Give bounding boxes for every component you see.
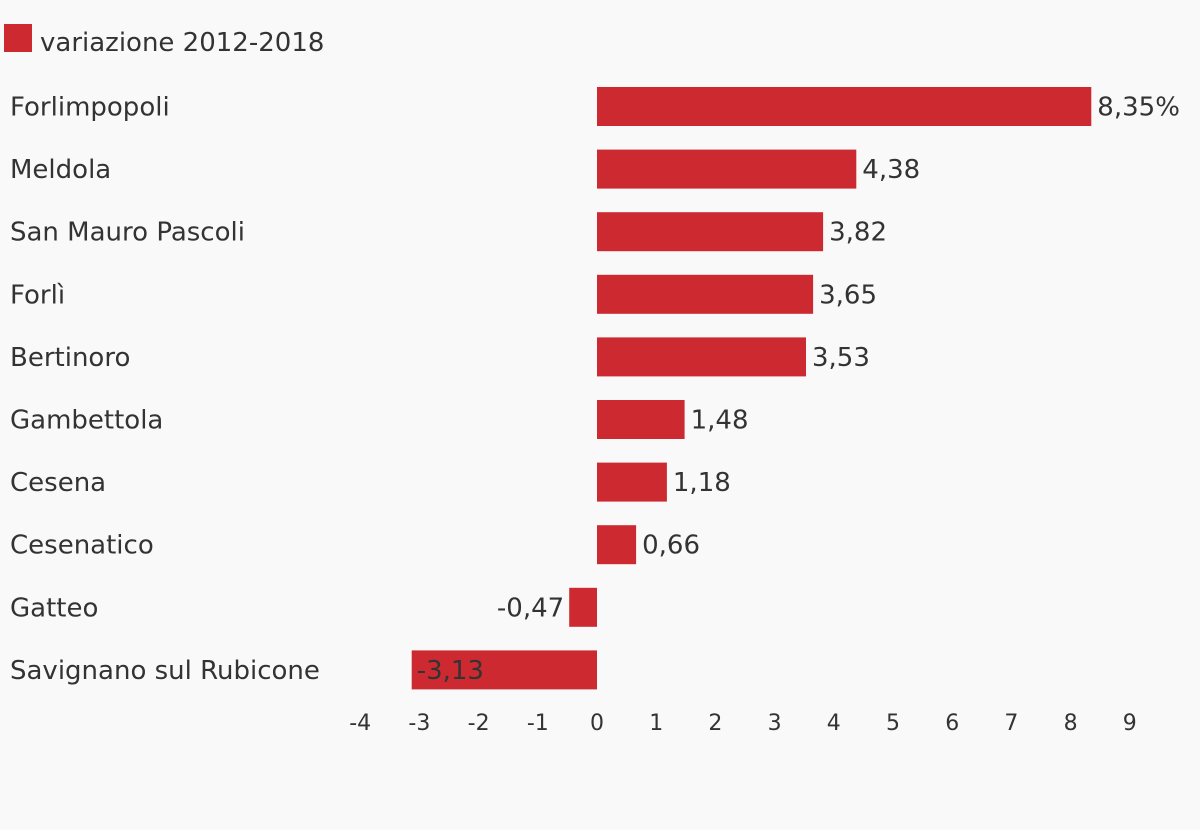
x-tick-label: 5 <box>886 711 900 736</box>
x-tick-label: -1 <box>527 711 549 736</box>
data-label: -3,13 <box>417 656 484 686</box>
category-labels: Forlimpopoli Meldola San Mauro Pascoli Forl… <box>10 93 320 686</box>
x-tick-label: 9 <box>1123 711 1137 736</box>
bar <box>597 400 685 439</box>
x-tick-label: 0 <box>590 711 604 736</box>
x-tick-label: 4 <box>827 711 841 736</box>
category-label: Gatteo <box>10 593 98 623</box>
legend-swatch <box>4 24 32 52</box>
category-label: Savignano sul Rubicone <box>10 656 320 686</box>
legend: variazione 2012-2018 <box>4 24 324 58</box>
category-label: San Mauro Pascoli <box>10 218 245 248</box>
category-label: Forlimpopoli <box>10 93 170 123</box>
x-tick-label: 3 <box>768 711 782 736</box>
bars <box>411 87 1092 690</box>
bar <box>597 462 667 502</box>
data-label: -0,47 <box>497 593 564 623</box>
x-tick-label: 2 <box>708 711 722 736</box>
x-tick-label: 6 <box>945 711 959 736</box>
bar <box>569 587 597 627</box>
legend-label: variazione 2012-2018 <box>40 28 324 58</box>
category-label: Bertinoro <box>10 343 130 373</box>
category-label: Cesenatico <box>10 531 154 561</box>
data-label: 1,18 <box>673 468 731 498</box>
data-label: 1,48 <box>691 406 749 436</box>
bar <box>597 149 857 189</box>
value-labels: 8,35% 4,38 3,82 3,65 3,53 1,48 1,18 0,66 -0,47 -3… <box>417 93 1180 686</box>
x-axis: -4 -3 -2 -1 0 1 2 3 4 5 6 7 8 9 <box>349 711 1137 736</box>
data-label: 3,53 <box>812 343 870 373</box>
bar <box>597 87 1092 126</box>
category-label: Cesena <box>10 468 106 498</box>
x-tick-label: -3 <box>408 711 430 736</box>
data-label: 4,38 <box>862 155 920 185</box>
data-label: 8,35% <box>1097 93 1180 123</box>
x-tick-label: 7 <box>1004 711 1018 736</box>
x-tick-label: 1 <box>649 711 663 736</box>
bar <box>411 650 597 690</box>
bar <box>597 212 824 252</box>
x-tick-label: -4 <box>349 711 371 736</box>
data-label: 3,65 <box>819 280 877 310</box>
x-tick-label: -2 <box>468 711 490 736</box>
bar <box>597 274 814 314</box>
data-label: 0,66 <box>642 531 700 561</box>
category-label: Forlì <box>10 280 65 310</box>
bar <box>597 337 806 377</box>
data-label: 3,82 <box>829 218 887 248</box>
category-label: Gambettola <box>10 406 163 436</box>
bar <box>597 525 637 565</box>
x-tick-label: 8 <box>1064 711 1078 736</box>
category-label: Meldola <box>10 155 111 185</box>
